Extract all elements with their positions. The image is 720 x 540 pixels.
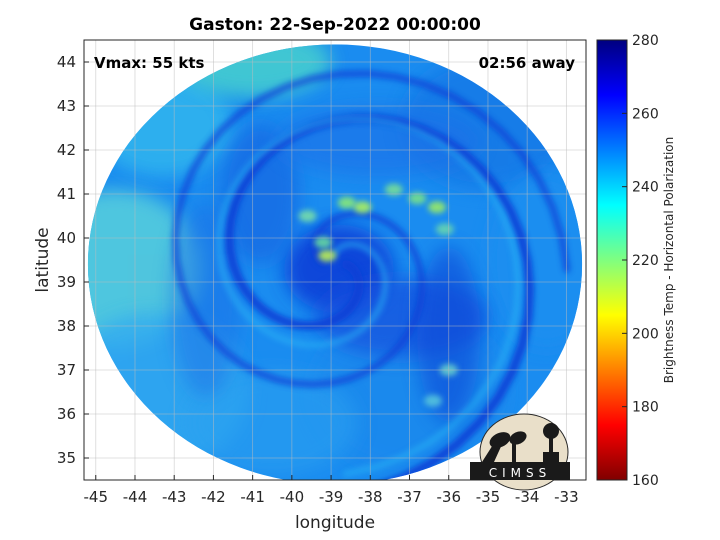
cimss-logo: CIMSS xyxy=(470,413,570,491)
convective-spot-10 xyxy=(424,394,443,407)
x-tick-label--40: -40 xyxy=(280,488,305,506)
x-tick-label--36: -36 xyxy=(436,488,461,506)
convective-spot-7 xyxy=(435,223,454,236)
convective-spot-4 xyxy=(314,236,333,249)
x-tick-label--37: -37 xyxy=(397,488,422,506)
convective-spot-3 xyxy=(318,249,337,262)
cb-tick-label-240: 240 xyxy=(632,180,659,196)
cb-tick-label-280: 280 xyxy=(632,33,659,49)
convective-spot-8 xyxy=(384,183,403,196)
cb-tick-label-200: 200 xyxy=(632,326,659,342)
x-tick-label--43: -43 xyxy=(162,488,187,506)
x-tick-label--38: -38 xyxy=(358,488,383,506)
cb-tick-label-260: 260 xyxy=(632,106,659,122)
logo-text: CIMSS xyxy=(489,466,552,480)
y-tick-label-41: 41 xyxy=(57,185,76,203)
time-away-annotation: 02:56 away xyxy=(479,54,576,72)
swath-region-0 xyxy=(87,189,202,348)
x-axis-ticks: -45 -44 -43 -42 -41 -40 -39 -38 -37 -36 -35 -34 -33 xyxy=(84,475,579,506)
convective-spot-6 xyxy=(427,201,446,214)
x-axis-label: longitude xyxy=(295,513,375,533)
convective-spot-5 xyxy=(408,192,427,205)
plot-frame xyxy=(83,39,587,481)
colorbar-label: Brightness Temp - Horizontal Polarizatio… xyxy=(662,137,676,384)
vmax-annotation: Vmax: 55 kts xyxy=(94,54,204,72)
x-tick-label--44: -44 xyxy=(123,488,148,506)
convective-spot-2 xyxy=(298,210,317,222)
x-tick-label--45: -45 xyxy=(84,488,109,506)
y-tick-label-38: 38 xyxy=(57,317,76,335)
swath-region-7 xyxy=(185,370,359,476)
y-tick-label-35: 35 xyxy=(57,449,76,467)
x-tick-label--39: -39 xyxy=(319,488,344,506)
y-axis-ticks: 35 36 37 38 39 40 41 42 43 44 xyxy=(57,53,89,467)
x-tick-label--34: -34 xyxy=(515,488,540,506)
y-tick-label-44: 44 xyxy=(57,53,76,71)
y-tick-label-36: 36 xyxy=(57,405,76,423)
colorbar-ticks: 160 180 200 220 240 260 280 xyxy=(622,33,659,489)
cb-tick-label-220: 220 xyxy=(632,253,659,269)
x-tick-label--42: -42 xyxy=(201,488,226,506)
x-tick-label--35: -35 xyxy=(476,488,501,506)
x-tick-label--41: -41 xyxy=(240,488,265,506)
x-tick-label--33: -33 xyxy=(554,488,579,506)
cb-tick-label-180: 180 xyxy=(632,400,659,416)
y-tick-label-43: 43 xyxy=(57,97,76,115)
spiral-band-2 xyxy=(216,115,522,477)
y-tick-label-40: 40 xyxy=(57,229,76,247)
convective-spot-1 xyxy=(353,201,372,214)
y-tick-label-42: 42 xyxy=(57,141,76,159)
y-axis-label: latitude xyxy=(33,227,53,292)
chart-title: Gaston: 22-Sep-2022 00:00:00 xyxy=(189,15,481,35)
cb-tick-label-160: 160 xyxy=(632,473,659,489)
y-tick-label-37: 37 xyxy=(57,361,76,379)
convective-spot-0 xyxy=(337,196,356,209)
y-tick-label-39: 39 xyxy=(57,273,76,291)
grid-lines xyxy=(84,40,586,480)
